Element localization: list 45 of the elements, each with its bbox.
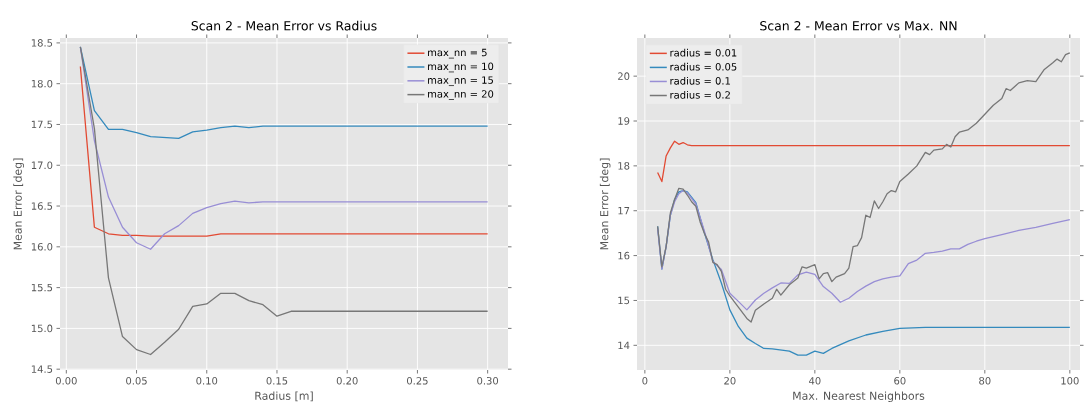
y-tick-label: 15 [618,296,630,305]
y-tick-label: 16 [618,251,630,260]
legend-label: radius = 0.1 [670,76,730,85]
y-axis-title: Mean Error [deg] [13,158,24,250]
x-tick-label: 40 [808,377,821,385]
y-tick-label: 18.0 [31,79,53,88]
legend-label: radius = 0.01 [670,48,737,57]
x-tick-label: 0.05 [126,377,147,385]
x-tick-label: 0.00 [55,377,77,385]
y-tick-label: 14 [618,341,630,349]
y-tick-label: 15.0 [31,324,53,333]
y-tick-label: 15.5 [31,283,53,292]
line-series [656,189,1071,311]
chart-title: Scan 2 - Mean Error vs Max. NN [760,21,957,31]
y-tick-label: 18 [618,162,630,170]
x-tick-label: 0.15 [266,377,288,385]
y-tick-label: 19 [618,117,630,125]
y-tick-label: 18.5 [31,39,53,47]
y-tick-label: 17 [618,207,630,215]
legend-label: max_nn = 20 [428,90,494,100]
y-tick-label: 16.5 [31,202,53,210]
y-tick-label: 14.5 [31,365,53,373]
x-tick-label: 80 [979,377,991,385]
y-tick-label: 20 [618,72,630,80]
chart-title: Scan 2 - Mean Error vs Radius [191,20,377,31]
x-tick-label: 0.30 [477,377,499,385]
line-series [656,140,1071,183]
x-axis-title: Max. Nearest Neighbors [793,391,925,402]
x-tick-label: 0.25 [406,377,428,385]
x-tick-label: 60 [894,377,906,385]
x-tick-label: 20 [724,377,736,385]
y-tick-label: 16.0 [31,243,53,251]
x-tick-label: 100 [1061,377,1079,385]
legend-label: max_nn = 15 [428,76,493,87]
x-tick-label: 0.20 [336,377,358,385]
y-tick-label: 17.0 [31,161,53,170]
legend-label: radius = 0.2 [670,90,730,99]
y-axis-title: Mean Error [deg] [599,158,611,250]
y-tick-label: 17.5 [31,120,53,129]
legend-label: radius = 0.05 [670,62,737,71]
x-axis-title: Radius [m] [255,391,313,402]
x-tick-label: 0.10 [196,377,218,385]
x-tick-label: 0 [642,377,648,385]
legend-label: max_nn = 5 [428,48,487,59]
legend-label: max_nn = 10 [428,62,494,73]
